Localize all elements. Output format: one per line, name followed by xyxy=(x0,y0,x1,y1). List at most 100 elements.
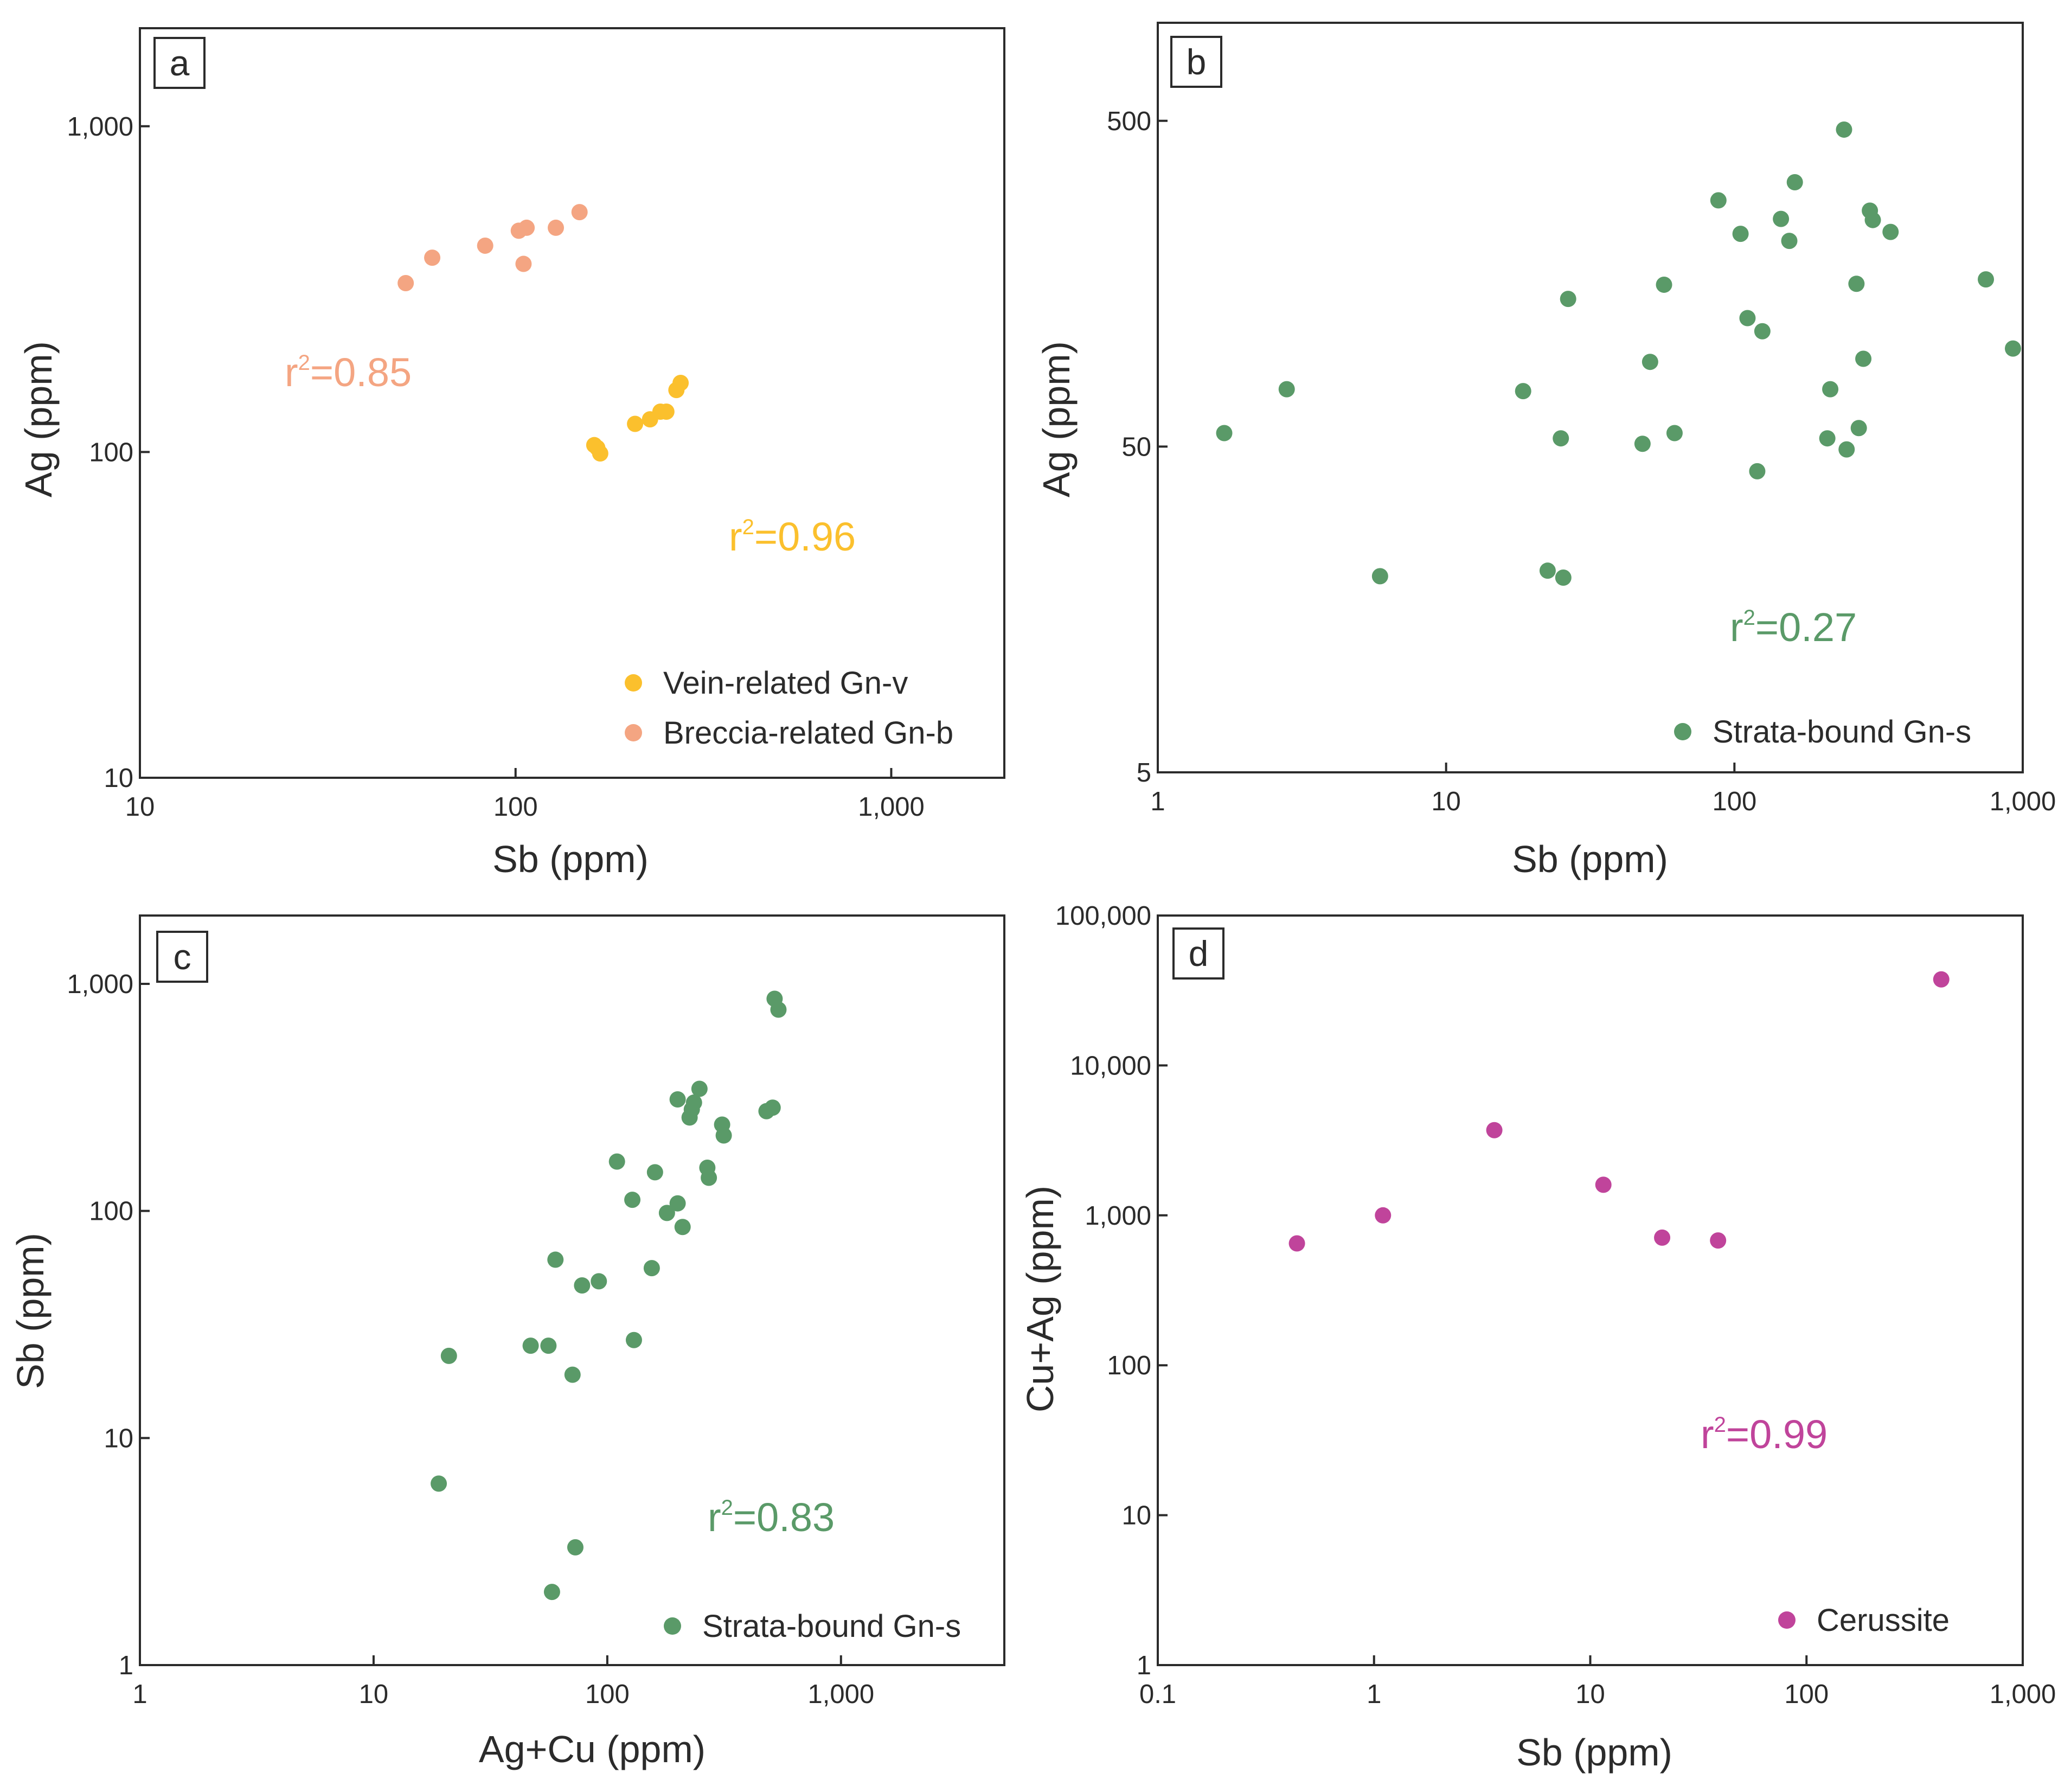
y-tick-label: 100 xyxy=(89,1197,133,1226)
data-point xyxy=(770,1001,787,1018)
data-point xyxy=(672,374,689,391)
data-point xyxy=(522,1337,539,1354)
plot-frame xyxy=(139,27,1005,779)
data-point xyxy=(1515,383,1531,400)
data-point xyxy=(518,219,535,236)
data-point xyxy=(1732,226,1749,242)
panel-a: 10 100 1,000 10 100 1,000 Sb (ppm) Ag (ppm) a r2=… xyxy=(17,27,1005,880)
data-point xyxy=(515,255,532,272)
y-tick-label: 1 xyxy=(119,1651,133,1680)
r-squared-label: r2=0.96 xyxy=(729,514,856,559)
y-tick-label: 1,000 xyxy=(67,112,133,142)
x-axis-title: Sb (ppm) xyxy=(492,838,649,880)
x-axis-title: Sb (ppm) xyxy=(1512,838,1668,880)
x-tick-label: 1 xyxy=(1367,1680,1381,1709)
y-tick-label: 1,000 xyxy=(1085,1201,1151,1231)
data-point xyxy=(1838,441,1855,458)
legend-label: Vein-related Gn-v xyxy=(663,665,908,701)
panel-letter-box xyxy=(153,37,206,89)
data-point xyxy=(1371,568,1388,585)
data-point xyxy=(625,1332,642,1348)
data-point xyxy=(658,1205,675,1221)
r-squared-label: r2=0.99 xyxy=(1701,1412,1828,1457)
data-point xyxy=(1819,430,1836,447)
x-tick-label: 1 xyxy=(1150,787,1165,816)
data-point xyxy=(1786,174,1803,190)
data-point xyxy=(548,219,565,236)
legend-label: Strata-bound Gn-s xyxy=(1713,714,1971,750)
data-point xyxy=(1754,323,1771,340)
panel-letter: d xyxy=(1189,933,1209,974)
x-tick-label: 100 xyxy=(585,1680,630,1709)
legend-marker xyxy=(625,674,642,692)
data-point xyxy=(1864,212,1881,228)
data-point xyxy=(627,415,644,432)
data-point xyxy=(1836,121,1852,138)
y-tick-label: 10,000 xyxy=(1070,1051,1151,1080)
data-point xyxy=(592,445,608,462)
data-point xyxy=(1822,381,1839,398)
y-tick-label: 50 xyxy=(1121,432,1151,462)
legend-marker xyxy=(1778,1611,1796,1629)
data-point xyxy=(1654,1229,1671,1246)
y-tick-label: 5 xyxy=(1137,758,1151,788)
data-point xyxy=(669,1195,686,1212)
x-axis-title: Ag+Cu (ppm) xyxy=(479,1728,706,1770)
legend-label: Cerussite xyxy=(1817,1603,1950,1638)
legend-marker xyxy=(625,724,642,741)
data-point xyxy=(1739,310,1756,327)
data-point xyxy=(658,404,675,420)
data-point xyxy=(1375,1207,1392,1224)
r-squared-label: r2=0.27 xyxy=(1730,605,1857,650)
data-point xyxy=(1933,971,1950,988)
data-point xyxy=(1749,463,1766,479)
data-point xyxy=(564,1366,581,1383)
panel-letter-box xyxy=(156,931,208,983)
data-point xyxy=(591,1273,607,1290)
data-point xyxy=(1978,271,1995,288)
data-point xyxy=(1848,276,1865,292)
data-point xyxy=(547,1251,564,1268)
data-point xyxy=(571,204,588,221)
data-point xyxy=(440,1347,457,1364)
panel-c: 1 10 100 1,000 1 10 100 1,000 Ag+Cu (ppm) Sb (ppm… xyxy=(9,914,1005,1770)
x-tick-label: 0.1 xyxy=(1139,1680,1176,1709)
panel-letter: a xyxy=(170,43,190,83)
data-point xyxy=(715,1127,732,1144)
x-tick-label: 10 xyxy=(125,792,155,822)
data-point xyxy=(431,1475,447,1492)
panel-letter: c xyxy=(174,937,191,977)
y-axis-title: Sb (ppm) xyxy=(9,1233,52,1389)
data-point xyxy=(691,1080,708,1097)
data-point xyxy=(1642,354,1658,370)
data-point xyxy=(1595,1176,1612,1193)
y-tick-label: 100 xyxy=(1107,1351,1151,1380)
data-point xyxy=(1773,210,1790,227)
x-tick-label: 100 xyxy=(1712,787,1756,816)
data-point xyxy=(1553,430,1569,447)
y-tick-label: 100,000 xyxy=(1055,901,1151,931)
data-point xyxy=(646,1164,663,1181)
panel-letter-box xyxy=(1172,927,1224,980)
y-tick-label: 100 xyxy=(89,438,133,467)
y-tick-label: 1 xyxy=(1137,1651,1151,1680)
data-point xyxy=(1555,569,1572,586)
y-axis-title: Cu+Ag (ppm) xyxy=(1019,1186,1061,1412)
data-point xyxy=(685,1094,702,1111)
x-tick-label: 10 xyxy=(1575,1680,1605,1709)
data-point xyxy=(1710,1232,1727,1249)
data-point xyxy=(1634,436,1651,452)
x-tick-label: 1,000 xyxy=(1990,787,2056,816)
data-point xyxy=(1288,1235,1305,1252)
y-tick-label: 1,000 xyxy=(67,970,133,999)
legend-marker xyxy=(1674,723,1691,740)
x-tick-label: 1,000 xyxy=(858,792,925,822)
x-tick-label: 100 xyxy=(493,792,538,822)
plot-frame xyxy=(139,914,1005,1666)
y-axis-title: Ag (ppm) xyxy=(1035,341,1078,497)
panel-b: 1 10 100 1,000 5 50 500 Sb (ppm) Ag (ppm) b r2=0.2… xyxy=(1035,22,2056,880)
data-point xyxy=(1486,1122,1503,1138)
data-point xyxy=(1882,223,1899,240)
data-point xyxy=(1850,420,1867,437)
